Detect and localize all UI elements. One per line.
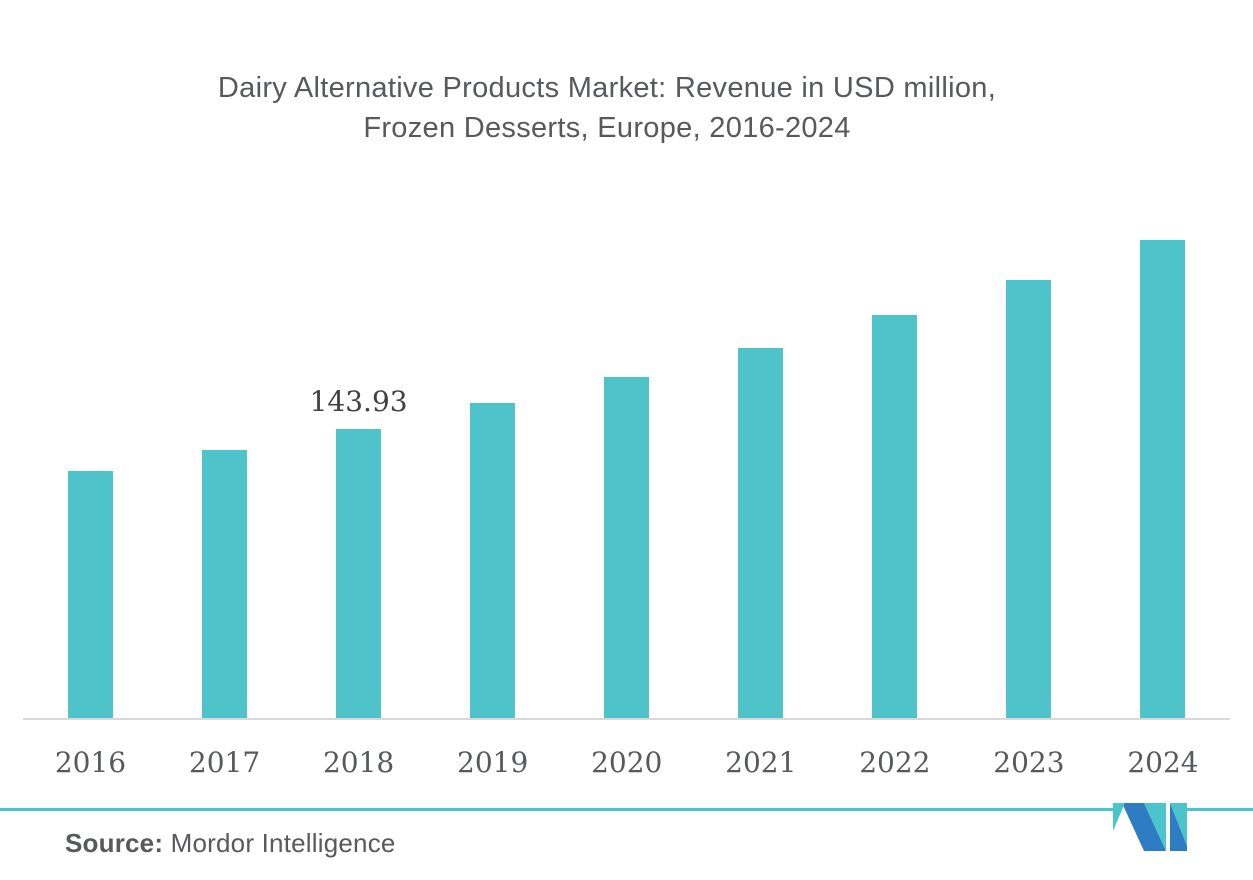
bar-2016 [68,470,113,719]
source-label: Source: [65,828,164,858]
bar-2022 [872,314,918,719]
bar-2017 [202,449,248,719]
bar-2021 [738,347,784,719]
x-tick-2020: 2020 [591,746,663,779]
x-tick-2019: 2019 [457,746,529,779]
x-tick-2017: 2017 [188,746,261,779]
x-tick-2021: 2021 [725,746,797,779]
plot-area [0,215,1253,719]
bar-2023 [1006,279,1052,719]
chart-title-line-1: Dairy Alternative Products Market: Reven… [217,72,997,104]
x-axis-line [23,718,1230,720]
footer-divider-line [0,808,1253,811]
x-tick-2022: 2022 [859,746,931,779]
mordor-intelligence-logo-icon [1113,803,1187,851]
bar-2019 [470,402,516,719]
source-caption: Source: Mordor Intelligence [65,828,396,859]
source-name: Mordor Intelligence [170,828,396,858]
bar-2020 [604,376,650,719]
data-label-2018: 143.93 [309,384,408,418]
bar-2024 [1140,239,1186,719]
bar-2018 [336,428,382,719]
x-tick-2018: 2018 [322,746,395,779]
chart-title: Dairy Alternative Products Market: Reven… [0,68,1214,148]
x-tick-2023: 2023 [993,746,1065,779]
x-tick-2016: 2016 [54,746,127,779]
x-tick-2024: 2024 [1127,746,1199,779]
chart-title-line-2: Frozen Desserts, Europe, 2016-2024 [363,112,851,144]
